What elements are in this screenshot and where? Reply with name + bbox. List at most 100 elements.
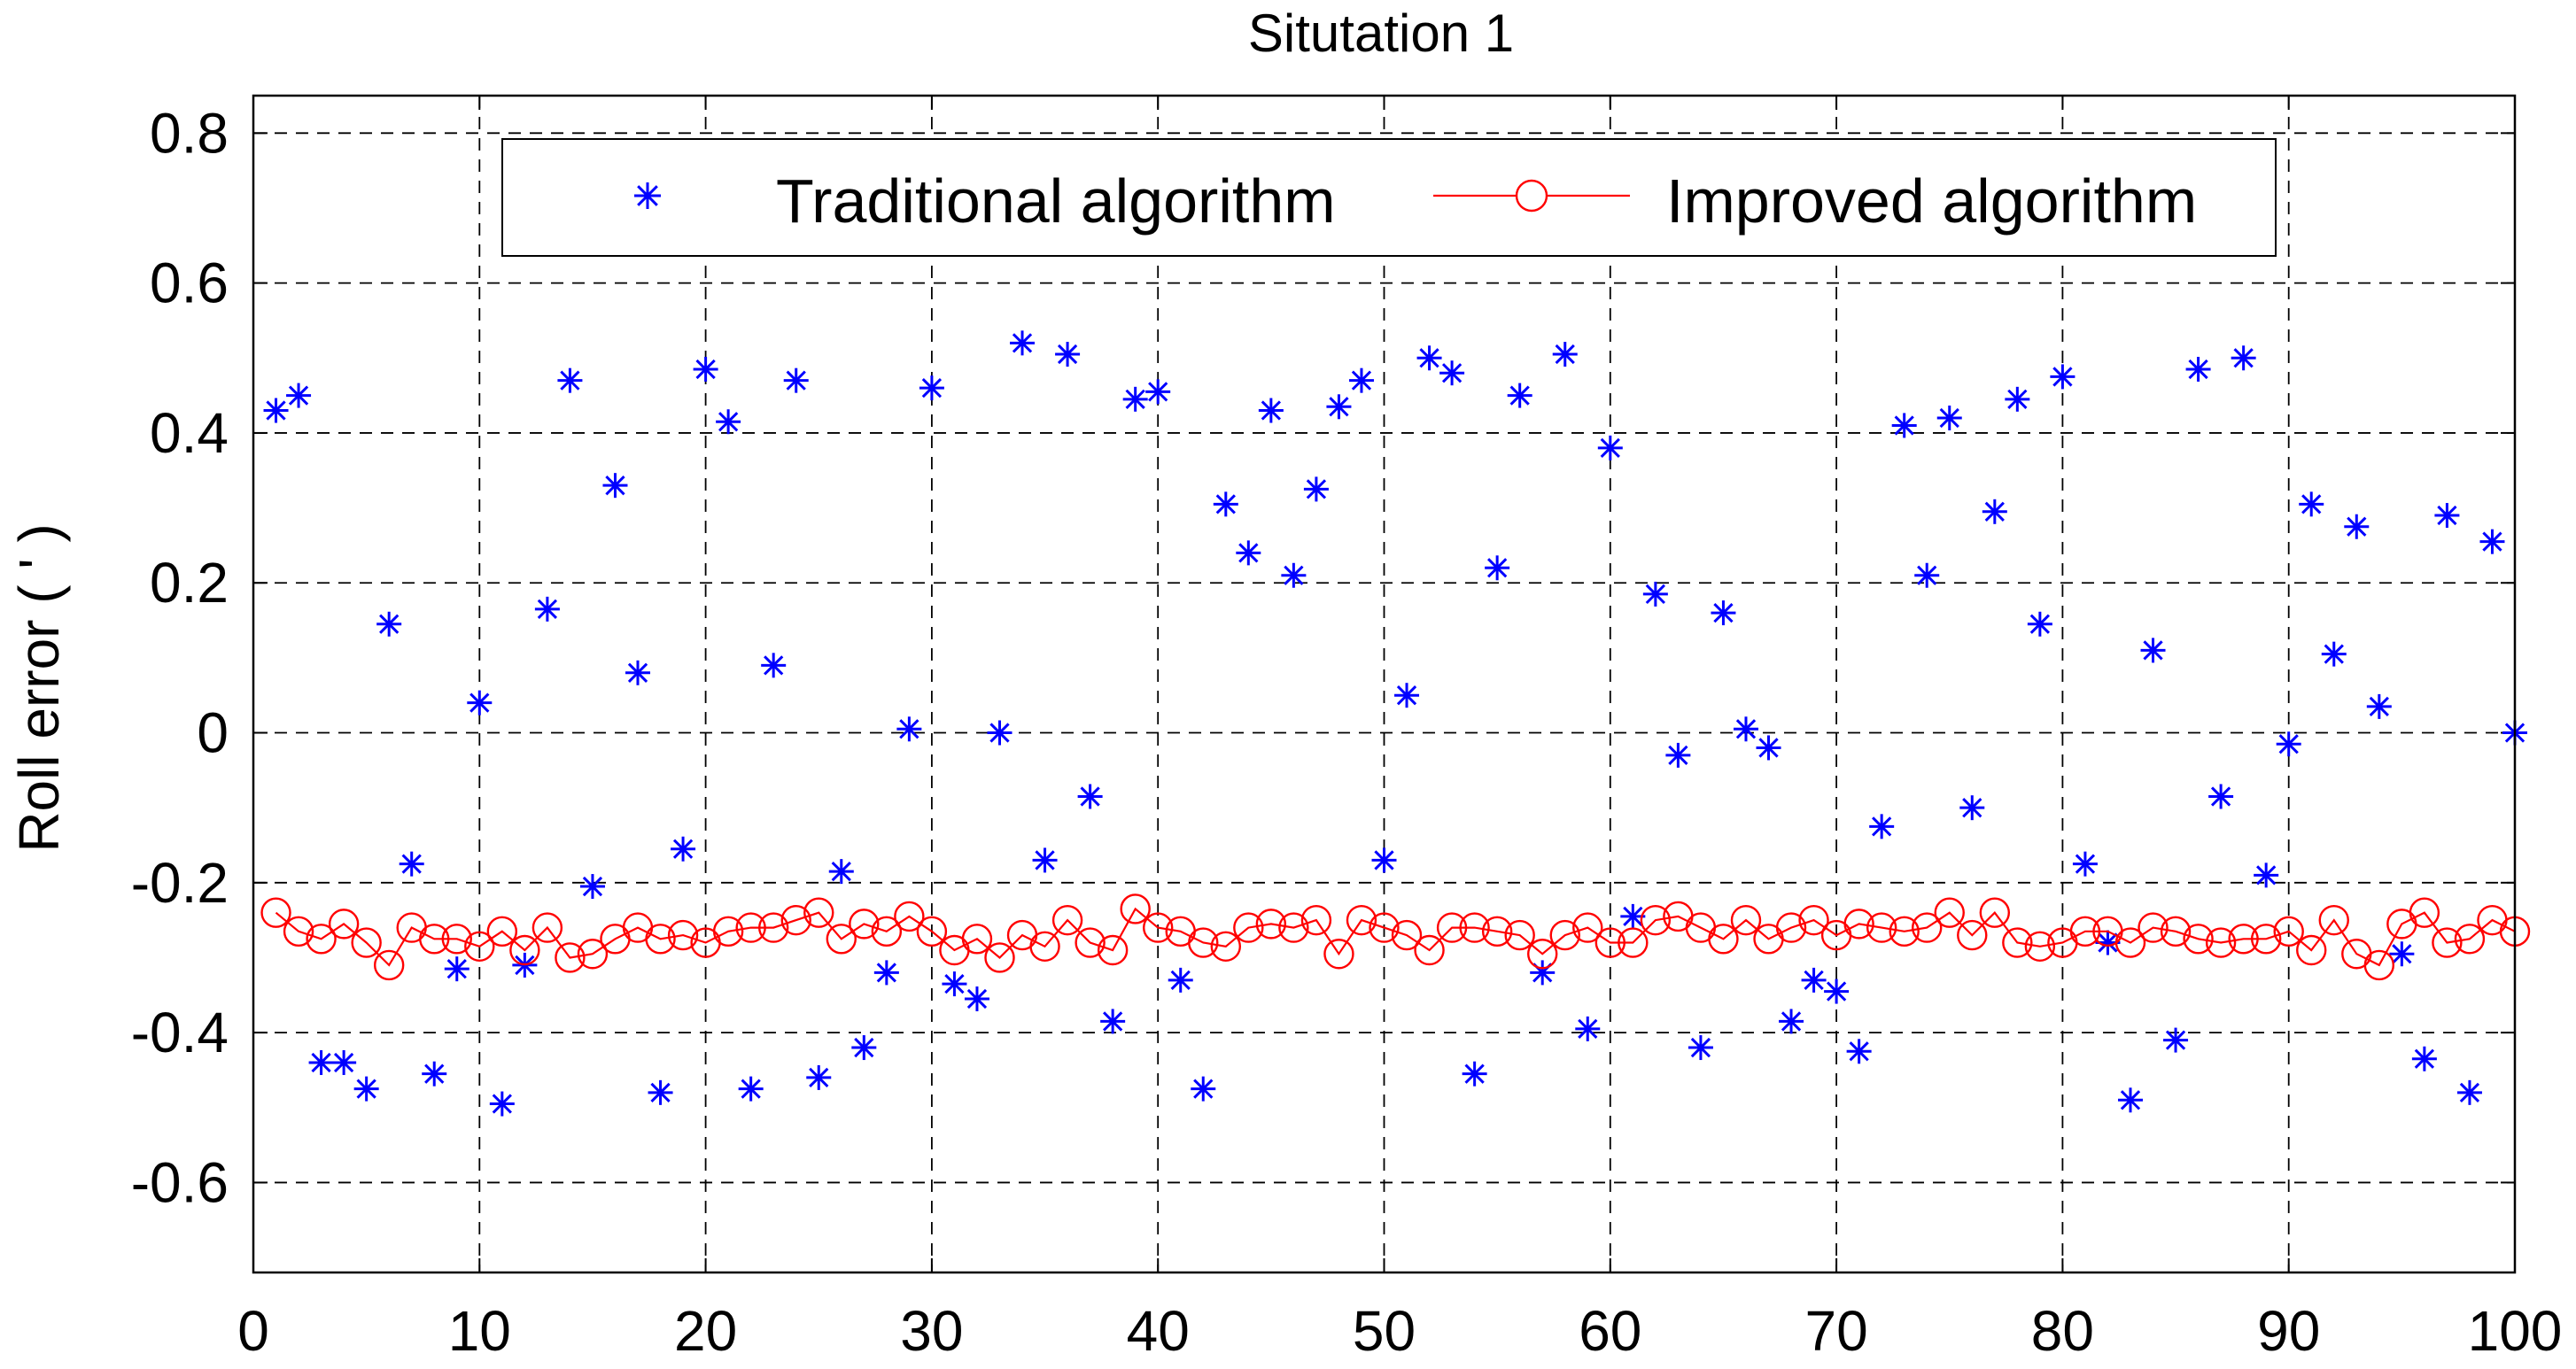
traditional-point [716, 409, 741, 435]
improved-point [1866, 912, 1897, 943]
x-tick-label: 50 [1353, 1299, 1416, 1363]
traditional-point [1846, 1039, 1872, 1064]
improved-point [757, 912, 789, 943]
improved-point [2160, 916, 2192, 947]
improved-point [1210, 931, 1241, 962]
traditional-point [1936, 405, 1962, 430]
improved-point [1934, 897, 1965, 928]
traditional-point [1642, 581, 1668, 607]
improved-point [2432, 927, 2463, 958]
improved-point [803, 897, 834, 928]
traditional-point [873, 960, 899, 986]
improved-point [2409, 897, 2440, 928]
series-improved-algorithm [260, 893, 2531, 981]
traditional-point [1191, 1076, 1216, 1102]
traditional-point [761, 653, 787, 678]
traditional-point [1733, 716, 1758, 742]
traditional-point [896, 716, 922, 742]
improved-point [1278, 912, 1309, 943]
improved-point [328, 909, 360, 940]
improved-point [667, 919, 699, 951]
traditional-point [1236, 540, 1261, 566]
legend-improved-label: Improved algorithm [1666, 166, 2197, 236]
traditional-point [1801, 967, 1827, 993]
y-tick-labels: 0.8 0.6 0.4 0.2 0 -0.2 -0.4 -0.6 [131, 101, 229, 1214]
plot-frame [252, 94, 2517, 1274]
improved-point [871, 916, 903, 947]
traditional-point [1756, 735, 1781, 761]
improved-point [894, 901, 925, 932]
legend-traditional-label: Traditional algorithm [776, 166, 1336, 236]
improved-point [826, 924, 857, 955]
traditional-point [1665, 742, 1691, 768]
y-tick-label: 0.2 [150, 551, 229, 615]
traditional-point [1439, 360, 1465, 386]
improved-point [780, 904, 811, 936]
improved-point [486, 916, 518, 947]
improved-point [1097, 934, 1129, 966]
x-tick-label: 40 [1127, 1299, 1190, 1363]
improved-point [2296, 934, 2327, 966]
improved-point [2138, 912, 2169, 943]
traditional-point [2321, 641, 2347, 667]
improved-point [419, 924, 450, 955]
improved-point [2363, 949, 2395, 981]
improved-point [2273, 916, 2304, 947]
y-tick-label: -0.4 [131, 1001, 229, 1064]
improved-point [1233, 912, 1264, 943]
improved-point [1775, 912, 1807, 943]
traditional-point [2050, 364, 2076, 390]
improved-point [2114, 927, 2146, 958]
traditional-point [557, 367, 583, 393]
traditional-point [2299, 491, 2324, 517]
improved-point [373, 949, 405, 981]
traditional-point [942, 971, 967, 997]
y-tick-label: 0.4 [150, 401, 229, 465]
traditional-point [2366, 693, 2392, 719]
traditional-point [1914, 562, 1940, 588]
traditional-point [851, 1035, 877, 1061]
legend-improved-circle [1515, 179, 1548, 213]
improved-point [2205, 927, 2237, 958]
traditional-point [376, 611, 402, 637]
improved-point [849, 909, 880, 940]
improved-point [1142, 912, 1174, 943]
traditional-point [1416, 345, 1442, 371]
x-tick-label: 0 [237, 1299, 269, 1363]
improved-point [441, 924, 472, 955]
improved-point [712, 916, 744, 947]
traditional-point [602, 473, 628, 499]
traditional-point [534, 596, 560, 622]
improved-point [1504, 919, 1535, 951]
traditional-point [2005, 386, 2030, 412]
traditional-point [1077, 784, 1103, 809]
traditional-point [625, 660, 651, 685]
improved-point [1979, 897, 2011, 928]
x-tick-labels: 0 10 20 30 40 50 60 70 80 90 100 [237, 1299, 2562, 1363]
traditional-point [1462, 1061, 1487, 1087]
traditional-point [693, 356, 718, 382]
traditional-point [1485, 555, 1510, 581]
improved-point [1572, 912, 1603, 943]
improved-point [735, 912, 766, 943]
legend-box [501, 138, 2277, 257]
y-tick-label: 0.6 [150, 251, 229, 315]
traditional-point [1824, 978, 1850, 1004]
improved-point [2002, 927, 2033, 958]
traditional-point [489, 1091, 515, 1117]
traditional-point [671, 836, 696, 862]
traditional-point [331, 1049, 357, 1075]
traditional-point [263, 398, 289, 423]
improved-point [2024, 931, 2056, 962]
traditional-point [1281, 562, 1307, 588]
traditional-point [1394, 683, 1420, 708]
legend-improved-marker [1433, 179, 1630, 213]
x-tick-label: 70 [1805, 1299, 1868, 1363]
traditional-point [1258, 398, 1284, 423]
improved-point [351, 927, 382, 958]
x-tick-label: 30 [900, 1299, 963, 1363]
improved-point [1594, 927, 1626, 958]
traditional-point [1597, 435, 1623, 460]
improved-point [1075, 927, 1106, 958]
traditional-point [1688, 1035, 1713, 1061]
